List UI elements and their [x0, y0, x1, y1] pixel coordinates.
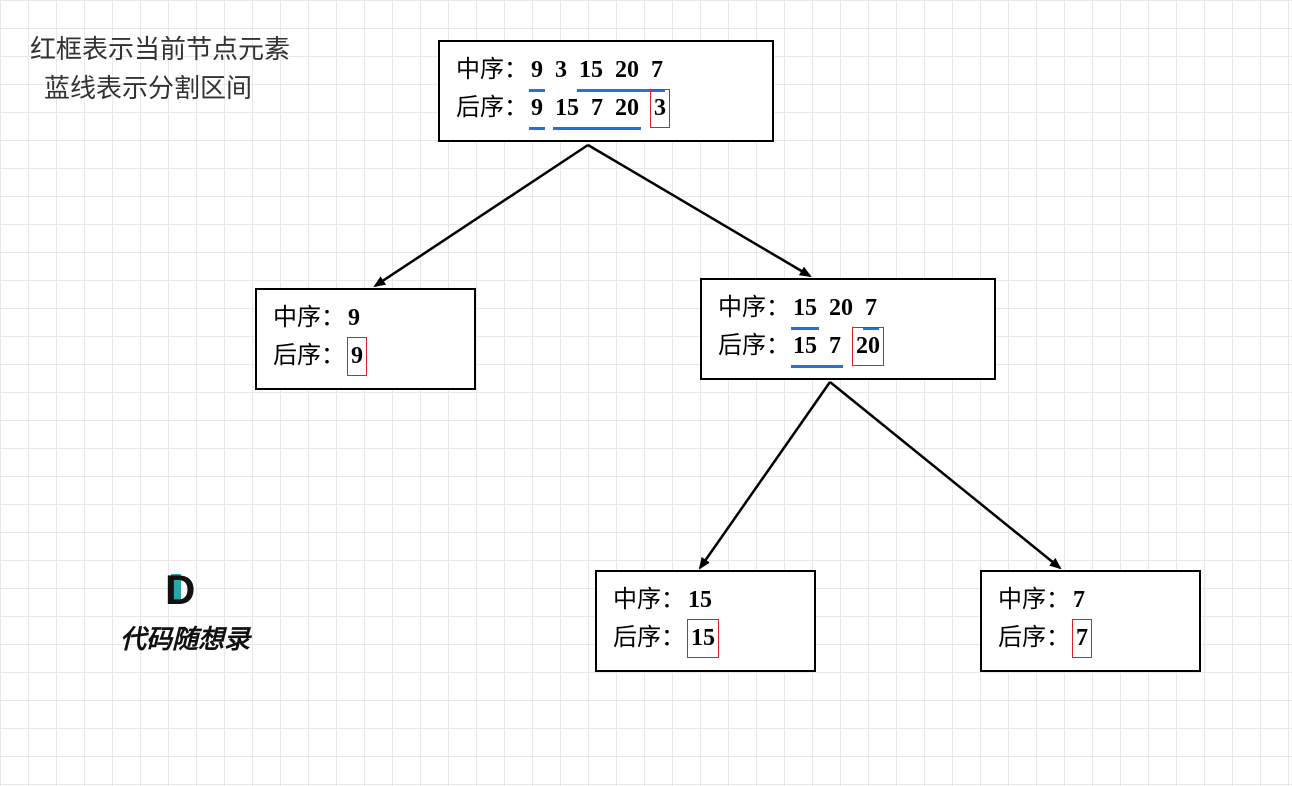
seq-value: 7	[648, 52, 666, 89]
inorder-sequence: 7	[1070, 582, 1088, 619]
inorder-label: 中序：	[613, 587, 685, 613]
postorder-label: 后序：	[613, 625, 685, 651]
postorder-label: 后序：	[718, 333, 790, 359]
current-root-value: 3	[650, 89, 670, 128]
partition-segment: 9	[528, 90, 546, 127]
tree-edge	[588, 145, 810, 276]
tree-edge	[830, 382, 1060, 568]
watermark-text: 代码随想录	[120, 619, 250, 656]
legend-line-1: 红框表示当前节点元素	[30, 30, 290, 69]
seq-value: 9	[528, 90, 546, 127]
postorder-label: 后序：	[456, 95, 528, 121]
tree-node-left: 中序：9 后序：9	[255, 288, 476, 390]
seq-value: 7	[1070, 582, 1088, 619]
legend-line-2: 蓝线表示分割区间	[30, 69, 290, 108]
postorder-sequence: 15	[685, 619, 719, 658]
inorder-row: 中序：7	[998, 582, 1183, 619]
seq-value: 15	[685, 582, 715, 619]
tree-node-right-right: 中序：7 后序：7	[980, 570, 1201, 672]
current-root-value: 15	[687, 619, 719, 658]
inorder-label: 中序：	[456, 57, 528, 83]
watermark: D 代码随想录	[120, 570, 250, 656]
tree-edge	[375, 145, 588, 286]
seq-value: 20	[826, 290, 856, 327]
inorder-row: 中序：15 20 7	[718, 290, 978, 327]
inorder-sequence: 15 20 7	[790, 290, 880, 327]
tree-node-root: 中序：9 3 15 20 7 后序：9 15 7 20 3	[438, 40, 774, 142]
tree-node-right: 中序：15 20 7 后序：15 7 20	[700, 278, 996, 380]
inorder-row: 中序：9 3 15 20 7	[456, 52, 756, 89]
postorder-label: 后序：	[998, 625, 1070, 651]
inorder-sequence: 15	[685, 582, 715, 619]
postorder-row: 后序：9 15 7 20 3	[456, 89, 756, 128]
seq-value: 7	[862, 290, 880, 327]
postorder-sequence: 9 15 7 20 3	[528, 89, 670, 128]
inorder-row: 中序：15	[613, 582, 798, 619]
seq-value: 9	[528, 52, 546, 89]
seq-value: 9	[345, 300, 363, 337]
postorder-row: 后序：7	[998, 619, 1183, 658]
partition-segment: 15 7 20	[552, 90, 642, 127]
partition-segment: 15	[790, 290, 820, 327]
postorder-label: 后序：	[273, 343, 345, 369]
current-root-value: 9	[347, 337, 367, 376]
partition-segment: 15 20 7	[576, 52, 666, 89]
seq-value: 20	[612, 90, 642, 127]
postorder-sequence: 15 7 20	[790, 327, 884, 366]
current-root-value: 20	[852, 327, 884, 366]
seq-value: 15	[790, 290, 820, 327]
inorder-row: 中序：9	[273, 300, 458, 337]
current-root-value: 7	[1072, 619, 1092, 658]
postorder-sequence: 7	[1070, 619, 1092, 658]
watermark-logo-icon: D	[165, 570, 205, 610]
tree-edge	[700, 382, 830, 568]
seq-value: 20	[612, 52, 642, 89]
partition-segment: 15 7	[790, 328, 844, 365]
seq-value: 7	[588, 90, 606, 127]
postorder-row: 后序：9	[273, 337, 458, 376]
seq-value: 7	[826, 328, 844, 365]
inorder-sequence: 9 3 15 20 7	[528, 52, 666, 89]
inorder-sequence: 9	[345, 300, 363, 337]
inorder-label: 中序：	[718, 295, 790, 321]
seq-value: 3	[552, 52, 570, 89]
inorder-label: 中序：	[273, 305, 345, 331]
seq-value: 15	[576, 52, 606, 89]
postorder-sequence: 9	[345, 337, 367, 376]
partition-segment: 9	[528, 52, 546, 89]
partition-segment: 7	[862, 290, 880, 327]
postorder-row: 后序：15 7 20	[718, 327, 978, 366]
inorder-label: 中序：	[998, 587, 1070, 613]
seq-value: 15	[552, 90, 582, 127]
postorder-row: 后序：15	[613, 619, 798, 658]
seq-value: 15	[790, 328, 820, 365]
tree-node-right-left: 中序：15 后序：15	[595, 570, 816, 672]
legend: 红框表示当前节点元素 蓝线表示分割区间	[30, 30, 290, 108]
